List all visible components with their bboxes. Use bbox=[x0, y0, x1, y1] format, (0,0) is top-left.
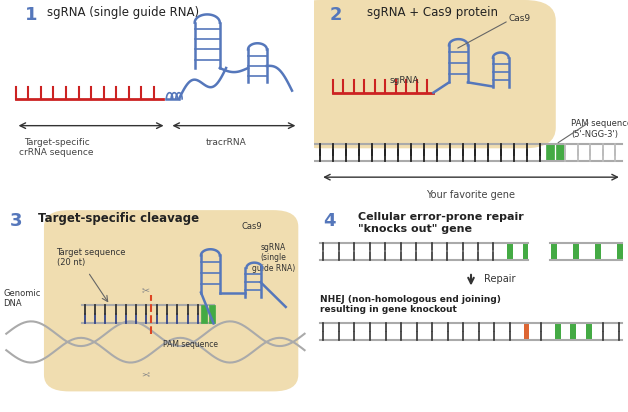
Text: PAM sequence
(5'-NGG-3'): PAM sequence (5'-NGG-3') bbox=[571, 119, 628, 139]
Text: sgRNA (single guide RNA): sgRNA (single guide RNA) bbox=[47, 6, 199, 19]
Bar bbox=[573, 243, 579, 260]
Bar bbox=[556, 144, 564, 161]
Text: tracrRNA: tracrRNA bbox=[206, 138, 246, 147]
Text: Target sequence
(20 nt): Target sequence (20 nt) bbox=[57, 248, 126, 267]
Text: Target-specific cleavage: Target-specific cleavage bbox=[38, 212, 199, 225]
Text: Genomic
DNA: Genomic DNA bbox=[3, 289, 41, 309]
Bar bbox=[201, 305, 207, 323]
Bar bbox=[208, 305, 215, 323]
FancyBboxPatch shape bbox=[289, 0, 556, 148]
Bar bbox=[522, 243, 529, 260]
Text: 3: 3 bbox=[9, 212, 22, 230]
Text: ✂: ✂ bbox=[142, 286, 150, 295]
Bar bbox=[555, 323, 561, 340]
Text: Your favorite gene: Your favorite gene bbox=[426, 190, 516, 199]
Text: sgRNA
(single
guide RNA): sgRNA (single guide RNA) bbox=[252, 243, 295, 273]
Text: Cellular error-prone repair
"knocks out" gene: Cellular error-prone repair "knocks out"… bbox=[358, 212, 524, 234]
Bar bbox=[570, 323, 576, 340]
Text: 4: 4 bbox=[323, 212, 336, 230]
Text: PAM sequence: PAM sequence bbox=[163, 340, 219, 349]
Text: Target-specific
crRNA sequence: Target-specific crRNA sequence bbox=[19, 138, 94, 157]
Text: 1: 1 bbox=[25, 6, 38, 24]
Bar bbox=[546, 144, 555, 161]
Bar bbox=[524, 323, 529, 340]
Text: Cas9: Cas9 bbox=[509, 14, 531, 23]
FancyBboxPatch shape bbox=[44, 210, 298, 391]
Text: NHEJ (non-homologous end joining)
resulting in gene knockout: NHEJ (non-homologous end joining) result… bbox=[320, 295, 501, 314]
Text: Repair: Repair bbox=[484, 274, 515, 284]
Bar bbox=[586, 323, 592, 340]
Text: ✂: ✂ bbox=[142, 368, 150, 378]
Text: Cas9: Cas9 bbox=[242, 222, 263, 231]
Text: sgRNA + Cas9 protein: sgRNA + Cas9 protein bbox=[367, 6, 499, 19]
Text: sgRNA: sgRNA bbox=[389, 76, 419, 85]
Bar bbox=[507, 243, 513, 260]
Bar bbox=[595, 243, 601, 260]
Bar bbox=[617, 243, 623, 260]
Bar bbox=[551, 243, 557, 260]
Text: 2: 2 bbox=[330, 6, 342, 24]
